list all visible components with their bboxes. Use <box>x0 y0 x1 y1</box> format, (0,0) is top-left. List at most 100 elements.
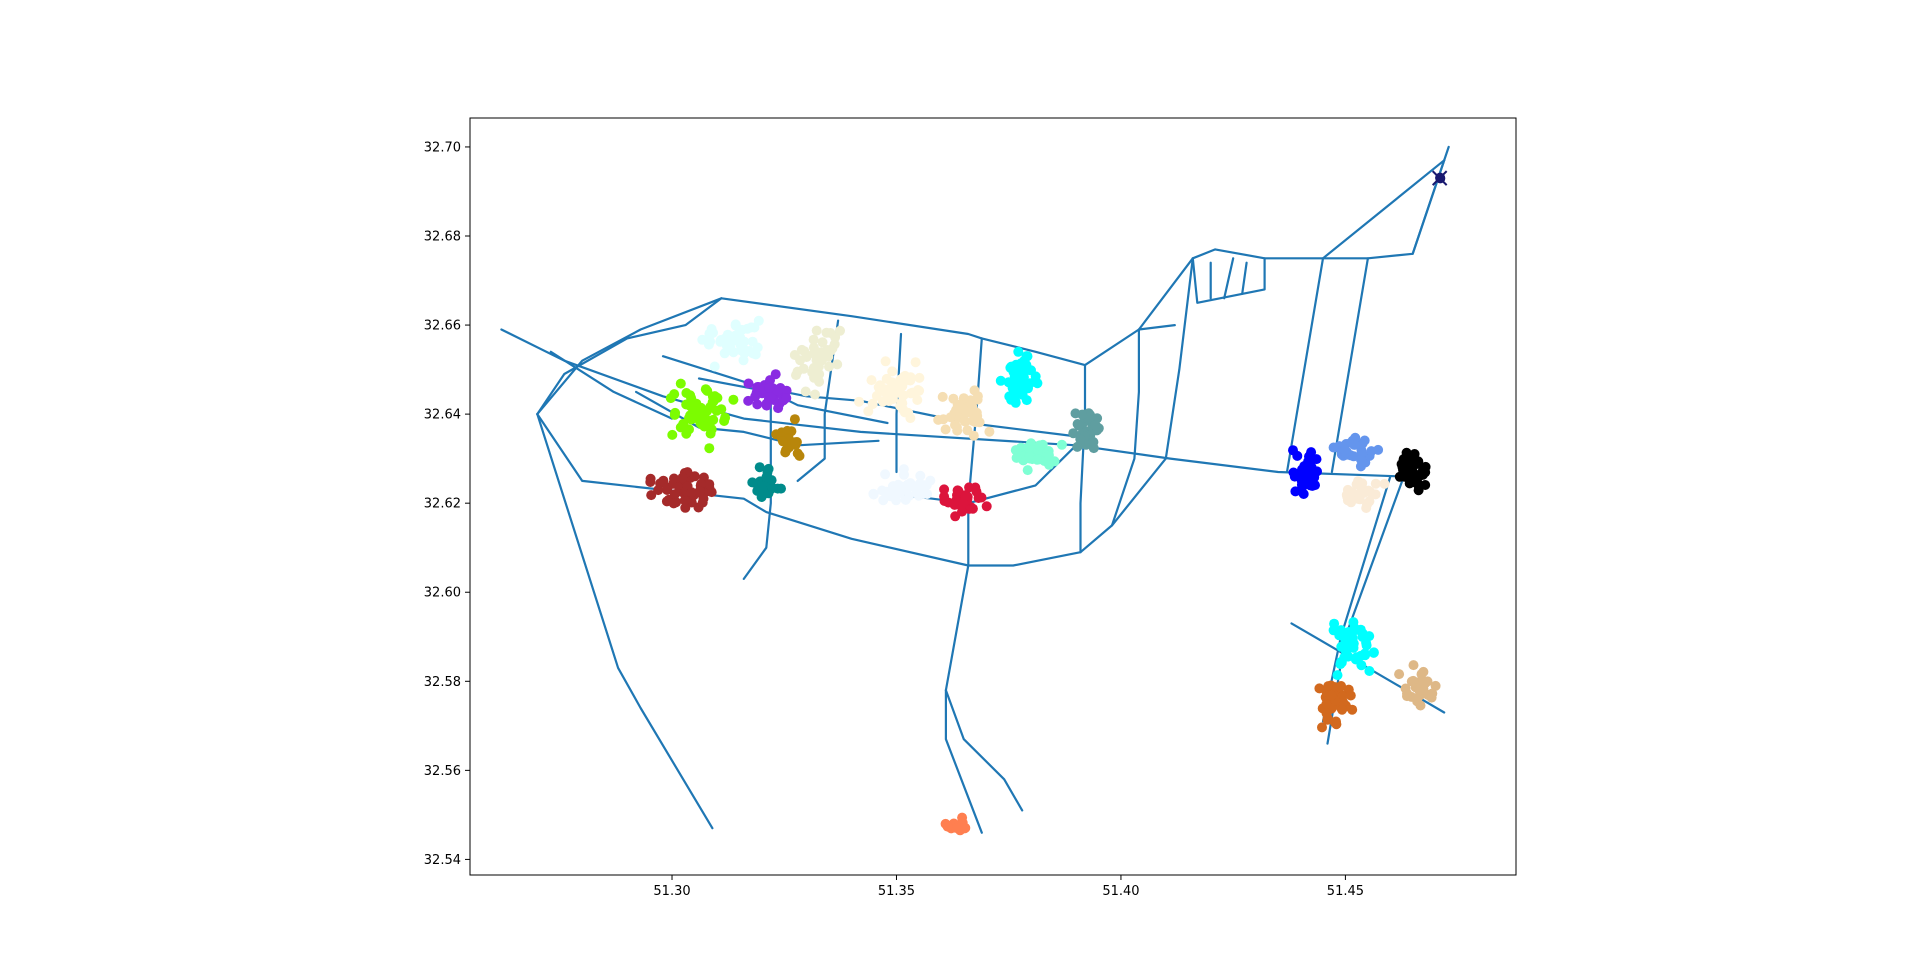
data-point <box>1343 627 1354 637</box>
series-cluster-11 <box>995 346 1043 408</box>
y-axis: 32.54 32.56 32.58 32.60 32.62 32.64 32.66 32.68… <box>424 140 470 868</box>
data-point <box>854 396 864 407</box>
data-point <box>1340 645 1351 656</box>
data-point <box>880 356 891 367</box>
data-point <box>964 482 975 493</box>
series-cluster-12 <box>1010 438 1067 476</box>
data-point <box>1357 628 1367 639</box>
data-point <box>863 406 874 417</box>
data-point <box>1068 428 1079 439</box>
data-point <box>813 349 824 360</box>
data-point <box>910 357 921 368</box>
data-point <box>782 425 793 436</box>
data-point <box>777 436 788 447</box>
data-point <box>780 447 791 458</box>
series-cluster-3 <box>665 378 739 454</box>
data-point <box>1415 480 1426 491</box>
data-point <box>875 385 886 396</box>
data-point <box>1011 452 1022 463</box>
data-point <box>743 378 754 389</box>
data-point <box>955 402 966 413</box>
data-point <box>958 498 969 509</box>
data-point <box>752 342 763 353</box>
data-point <box>912 395 923 405</box>
data-point <box>880 469 891 480</box>
cluster-points <box>645 172 1446 836</box>
data-point <box>679 495 690 506</box>
data-point <box>1032 454 1043 465</box>
data-point <box>1321 699 1332 710</box>
data-point <box>756 492 767 502</box>
data-point <box>1418 685 1429 695</box>
data-point <box>1329 717 1340 728</box>
data-point <box>1311 454 1322 465</box>
data-point <box>883 396 894 406</box>
data-point <box>1088 437 1099 447</box>
data-point <box>709 361 720 372</box>
data-point <box>1337 704 1348 715</box>
series-cluster-8 <box>854 356 925 424</box>
road-5 <box>536 257 1194 567</box>
series-cluster-15 <box>1288 445 1322 499</box>
data-point <box>940 424 951 435</box>
road-13 <box>967 444 1078 505</box>
data-point <box>1090 420 1101 431</box>
data-point <box>1010 397 1021 408</box>
data-point <box>1023 442 1034 453</box>
data-point <box>1011 359 1022 370</box>
data-point <box>693 502 704 513</box>
data-point <box>969 385 980 396</box>
road-15 <box>742 390 772 581</box>
data-point <box>653 485 664 496</box>
road-18 <box>1079 364 1087 554</box>
series-cluster-1 <box>697 315 764 372</box>
data-point <box>962 425 973 436</box>
data-point <box>904 373 915 384</box>
data-point <box>1351 652 1362 663</box>
data-point <box>1021 351 1032 362</box>
data-point <box>728 347 739 358</box>
data-point <box>730 330 741 341</box>
data-point <box>1402 688 1412 699</box>
data-point <box>752 399 763 410</box>
data-point <box>881 486 892 497</box>
data-point <box>728 394 739 405</box>
x-tick-label: 51.45 <box>1327 884 1364 899</box>
data-point <box>1328 442 1339 453</box>
y-tick-label: 32.66 <box>424 319 461 334</box>
data-point <box>967 503 978 514</box>
road-2 <box>549 350 674 420</box>
data-point <box>646 490 657 501</box>
marker-center-x <box>1431 170 1448 186</box>
x-axis: 51.30 51.35 51.40 51.45 <box>653 875 1364 899</box>
data-point <box>1298 489 1309 499</box>
data-point <box>887 366 898 377</box>
road-23 <box>1223 257 1235 300</box>
data-point <box>984 426 995 437</box>
x-tick-label: 51.40 <box>1102 884 1139 899</box>
data-point <box>772 385 783 396</box>
y-tick-label: 32.54 <box>424 853 461 868</box>
data-point <box>1043 450 1054 461</box>
data-point <box>811 325 822 336</box>
data-point <box>678 418 689 429</box>
data-point <box>1328 625 1339 636</box>
data-point <box>866 375 877 386</box>
data-point <box>1292 450 1303 461</box>
data-point <box>712 392 723 403</box>
data-point <box>942 821 953 832</box>
data-point <box>1370 478 1381 489</box>
data-point <box>1370 489 1381 500</box>
data-point <box>781 385 792 396</box>
series-cluster-5 <box>771 414 805 461</box>
road-4 <box>536 297 723 416</box>
data-point <box>1290 486 1301 497</box>
data-point <box>886 377 897 388</box>
data-point <box>747 477 758 488</box>
data-point <box>1430 680 1441 691</box>
series-cluster-9 <box>933 385 995 441</box>
x-tick-label: 51.30 <box>653 884 690 899</box>
series-cluster-19 <box>1328 617 1379 681</box>
road-10 <box>967 337 983 567</box>
